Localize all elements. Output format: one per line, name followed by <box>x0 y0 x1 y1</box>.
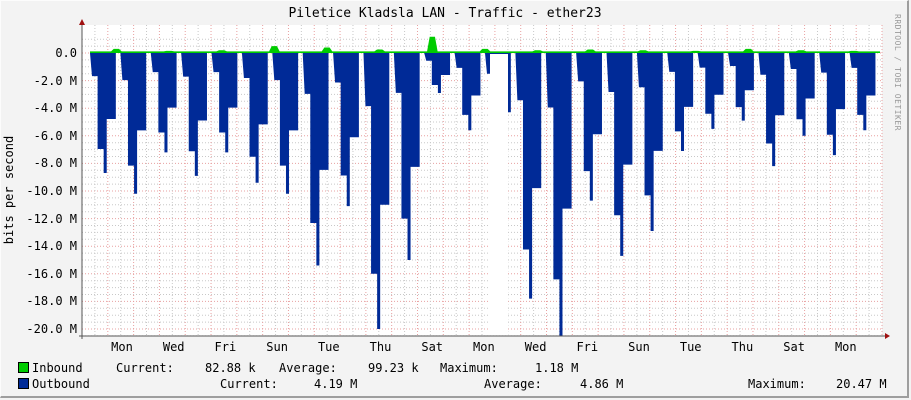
outbound-maximum-label: Maximum: <box>748 377 806 391</box>
y-tick-label: -4.0 M <box>33 101 77 116</box>
inbound-maximum-value: 1.18 M <box>535 361 579 375</box>
outbound-maximum-value: 20.47 M <box>836 377 887 391</box>
outbound-name: Outbound <box>32 377 90 391</box>
inbound-average-label: Average: <box>279 361 337 375</box>
inbound-average-value: 99.23 k <box>368 361 419 375</box>
legend-inbound: Inbound <box>18 361 83 375</box>
x-tick-label: Mon <box>834 340 857 354</box>
outbound-average-label: Average: <box>484 377 542 391</box>
x-tick-label: Thu <box>731 340 754 354</box>
x-tick-label: Sun <box>628 340 650 354</box>
y-tick-label: -16.0 M <box>26 266 77 281</box>
x-tick-label: Thu <box>369 340 392 354</box>
y-tick-label: -6.0 M <box>33 128 77 143</box>
inbound-maximum-label: Maximum: <box>440 361 498 375</box>
y-tick-label: -8.0 M <box>33 156 77 171</box>
inbound-swatch-icon <box>18 362 29 373</box>
y-tick-label: 0.0 <box>55 46 77 60</box>
y-tick-label: -20.0 M <box>26 322 77 336</box>
y-tick-label: -10.0 M <box>26 184 77 198</box>
outbound-average-value: 4.86 M <box>580 377 624 391</box>
inbound-current-value: 82.88 k <box>205 361 256 375</box>
y-tick-label: -14.0 M <box>26 239 77 254</box>
inbound-current-label: Current: <box>116 361 174 375</box>
x-tick-label: Mon <box>473 340 495 354</box>
outbound-swatch-icon <box>18 378 29 389</box>
x-tick-label: Tue <box>317 340 340 354</box>
outbound-current-label: Current: <box>220 377 278 391</box>
x-tick-label: Sat <box>421 340 444 354</box>
inbound-name: Inbound <box>32 361 83 375</box>
x-tick-label: Tue <box>679 340 702 354</box>
x-tick-label: Fri <box>576 340 599 354</box>
x-tick-label: Sun <box>266 340 288 354</box>
x-tick-label: Wed <box>524 340 547 354</box>
rrdtool-watermark: RRDTOOL / TOBI OETIKER <box>893 14 902 131</box>
x-tick-label: Sat <box>783 340 805 354</box>
y-tick-label: -2.0 M <box>33 73 77 88</box>
outbound-current-value: 4.19 M <box>314 377 358 391</box>
x-tick-label: Mon <box>111 340 133 354</box>
chart-title: Piletice Kladsla LAN - Traffic - ether23 <box>288 6 602 21</box>
x-tick-label: Wed <box>162 340 185 354</box>
y-tick-label: -12.0 M <box>26 211 77 226</box>
legend-outbound: Outbound <box>18 377 90 391</box>
x-tick-label: Fri <box>214 340 237 354</box>
y-tick-label: -18.0 M <box>26 294 77 309</box>
